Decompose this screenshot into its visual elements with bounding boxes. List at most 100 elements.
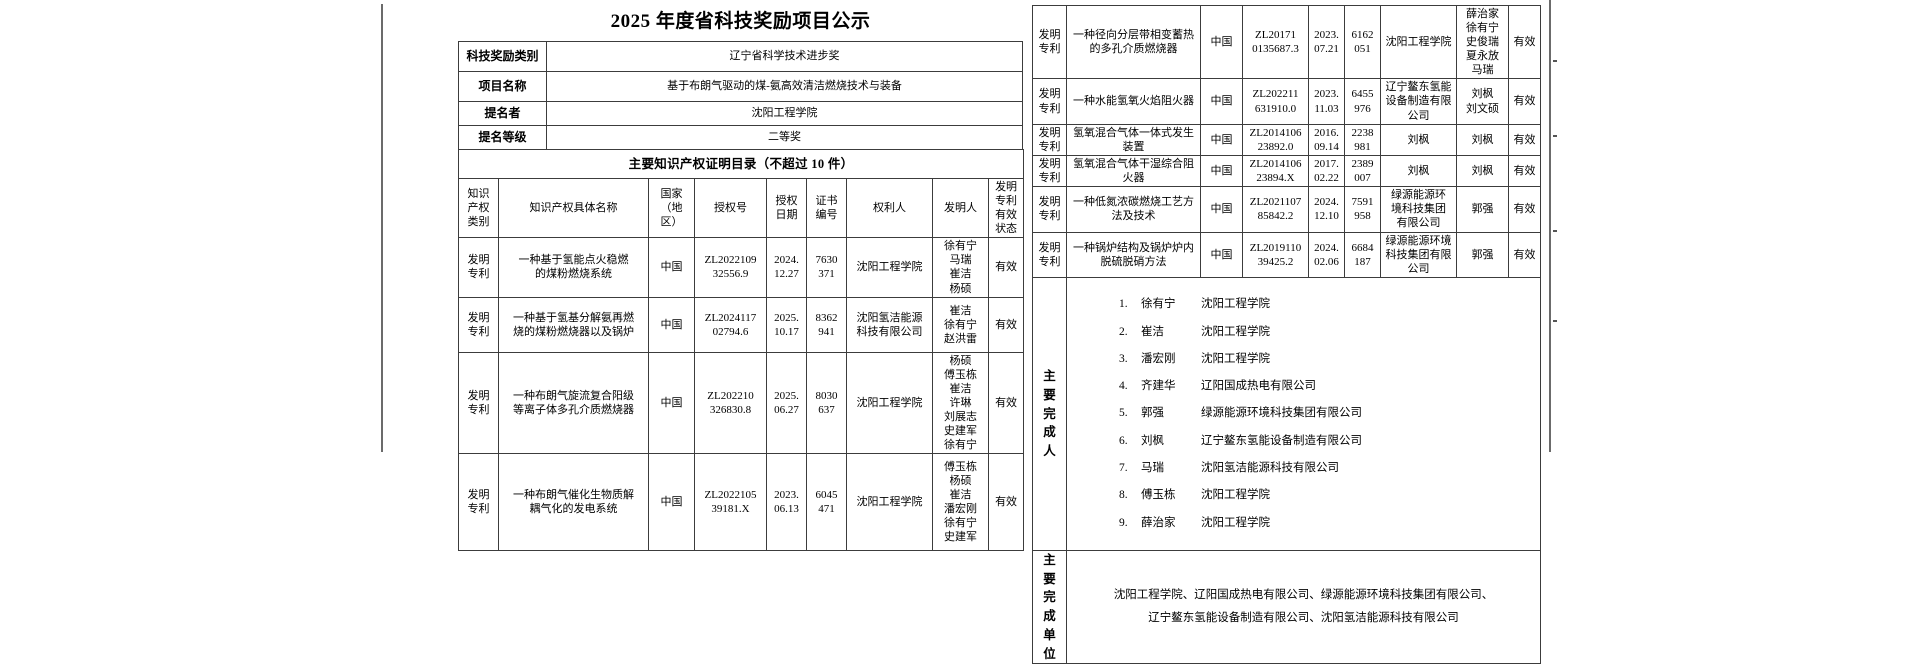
- patent-type-cell: 发明 专利: [1032, 154, 1067, 187]
- col-number: 授权号: [694, 177, 767, 239]
- page-edge-fragment: [1553, 60, 1557, 62]
- patent-date-cell: 2017. 02.22: [1308, 154, 1345, 187]
- contributor-item: 9. 薛治家 沈阳工程学院: [1119, 516, 1270, 529]
- info-label: 提名者: [458, 101, 547, 126]
- patent-number-cell: ZL20171 0135687.3: [1242, 4, 1309, 80]
- col-owner: 权利人: [846, 177, 933, 239]
- patent-number-cell: ZL2014106 23892.0: [1242, 123, 1309, 156]
- contributor-item: 4. 齐建华 辽阳国成热电有限公司: [1119, 380, 1316, 393]
- patent-inventors-cell: 徐有宁 马瑞 崔洁 杨硕: [932, 237, 989, 298]
- col-ip-type: 知识 产权 类别: [458, 177, 499, 239]
- patent-owner-cell: 沈阳工程学院: [846, 453, 933, 552]
- contributor-item: 1. 徐有宁 沈阳工程学院: [1119, 298, 1270, 311]
- patent-type-cell: 发明 专利: [458, 351, 499, 455]
- patent-status-cell: 有效: [1508, 231, 1541, 279]
- patent-country-cell: 中国: [1200, 78, 1243, 125]
- info-value: 沈阳工程学院: [546, 101, 1023, 126]
- adjacent-page-edge-left: [381, 4, 383, 452]
- info-row: 项目名称 基于布朗气驱动的煤-氨高效清洁燃烧技术与装备: [458, 71, 1023, 102]
- patent-inventors-cell: 刘枫: [1456, 123, 1509, 156]
- patent-row: 发明 专利 一种基于氢能点火稳燃 的煤粉燃烧系统 中国 ZL2022109 32…: [458, 237, 1025, 298]
- contributor-item: 8. 傅玉栋 沈阳工程学院: [1119, 489, 1270, 502]
- patent-status-cell: 有效: [987, 351, 1025, 455]
- patent-name-cell: 一种水能氢氧火焰阻火器: [1066, 78, 1201, 125]
- patent-name-cell: 一种径向分层带相变蓄热 的多孔介质燃烧器: [1066, 4, 1201, 80]
- col-country: 国家 （地 区）: [648, 177, 695, 239]
- patent-date-cell: 2025. 06.27: [766, 351, 807, 455]
- info-row: 科技奖励类别 辽宁省科学技术进步奖: [458, 41, 1023, 72]
- patent-inventors-cell: 刘枫 刘文硕: [1456, 78, 1509, 125]
- info-value: 辽宁省科学技术进步奖: [546, 41, 1023, 72]
- col-date: 授权 日期: [766, 177, 807, 239]
- patent-date-cell: 2024. 02.06: [1308, 231, 1345, 279]
- patent-cert-cell: 2238 981: [1344, 123, 1381, 156]
- patent-type-cell: 发明 专利: [458, 237, 499, 298]
- contributor-item: 6. 刘枫 辽宁鳌东氢能设备制造有限公司: [1119, 434, 1362, 447]
- patent-row: 发明 专利 一种锅炉结构及锅炉炉内 脱硫脱硝方法 中国 ZL2019110 39…: [1032, 231, 1541, 279]
- patent-type-cell: 发明 专利: [1032, 4, 1067, 80]
- info-label: 提名等级: [458, 125, 547, 150]
- contributor-item: 3. 潘宏刚 沈阳工程学院: [1119, 352, 1270, 365]
- patent-inventors-cell: 薛治家 徐有宁 史俊瑞 夏永放 马瑞: [1456, 4, 1509, 80]
- contributors-row: 主要完成人 1. 徐有宁 沈阳工程学院 2. 崔洁 沈阳工程学院 3. 潘宏刚 沈阳工程学院…: [1032, 277, 1541, 551]
- patent-type-cell: 发明 专利: [458, 453, 499, 552]
- patent-owner-cell: 刘枫: [1380, 154, 1457, 187]
- patent-cert-cell: 6684 187: [1344, 231, 1381, 279]
- patent-cert-cell: 7630 371: [806, 237, 847, 298]
- patent-name-cell: 一种锅炉结构及锅炉炉内 脱硫脱硝方法: [1066, 231, 1201, 279]
- patent-type-cell: 发明 专利: [1032, 123, 1067, 156]
- page-edge-fragment: [1553, 320, 1557, 322]
- patent-number-cell: ZL202211 631910.0: [1242, 78, 1309, 125]
- contributor-item: 5. 郭强 绿源能源环境科技集团有限公司: [1119, 407, 1362, 420]
- patent-name-cell: 一种基于氢能点火稳燃 的煤粉燃烧系统: [498, 237, 649, 298]
- patent-date-cell: 2023. 11.03: [1308, 78, 1345, 125]
- patent-row: 发明 专利 氢氧混合气体干湿综合阻 火器 中国 ZL2014106 23894.…: [1032, 154, 1541, 187]
- page-left: 2025 年度省科技奖励项目公示 科技奖励类别 辽宁省科学技术进步奖 项目名称 …: [457, 8, 1025, 552]
- col-cert: 证书 编号: [806, 177, 847, 239]
- patent-inventors-cell: 刘枫: [1456, 154, 1509, 187]
- patent-date-cell: 2016. 09.14: [1308, 123, 1345, 156]
- patent-row: 发明 专利 氢氧混合气体一体式发生 装置 中国 ZL2014106 23892.…: [1032, 123, 1541, 156]
- patent-status-cell: 有效: [1508, 123, 1541, 156]
- patent-name-cell: 一种布朗气催化生物质解 耦气化的发电系统: [498, 453, 649, 552]
- patent-number-cell: ZL2022105 39181.X: [694, 453, 767, 552]
- patent-date-cell: 2024. 12.27: [766, 237, 807, 298]
- patent-country-cell: 中国: [1200, 123, 1243, 156]
- patent-country-cell: 中国: [1200, 4, 1243, 80]
- contributor-item: 7. 马瑞 沈阳氢洁能源科技有限公司: [1119, 461, 1339, 474]
- patent-row: 发明 专利 一种基于氢基分解氨再燃 烧的煤粉燃烧器以及锅炉 中国 ZL20241…: [458, 296, 1025, 353]
- contributors-list: 1. 徐有宁 沈阳工程学院 2. 崔洁 沈阳工程学院 3. 潘宏刚 沈阳工程学院 4. 齐建华…: [1066, 277, 1541, 551]
- ip-section-header-row: 主要知识产权证明目录（不超过 10 件）: [457, 149, 1025, 179]
- info-label: 科技奖励类别: [458, 41, 547, 72]
- patent-country-cell: 中国: [648, 237, 695, 298]
- patent-owner-cell: 绿源能源环 境科技集团 有限公司: [1380, 185, 1457, 233]
- patent-status-cell: 有效: [1508, 4, 1541, 80]
- patent-owner-cell: 沈阳工程学院: [1380, 4, 1457, 80]
- patent-type-cell: 发明 专利: [1032, 78, 1067, 125]
- ip-columns-row: 知识 产权 类别 知识产权具体名称 国家 （地 区） 授权号 授权 日期 证书 …: [458, 177, 1025, 239]
- patent-status-cell: 有效: [1508, 185, 1541, 233]
- patent-inventors-cell: 郭强: [1456, 231, 1509, 279]
- patent-number-cell: ZL2022109 32556.9: [694, 237, 767, 298]
- info-row: 提名等级 二等奖: [458, 125, 1023, 150]
- patent-number-cell: ZL2019110 39425.2: [1242, 231, 1309, 279]
- patent-cert-cell: 8362 941: [806, 296, 847, 353]
- info-value: 基于布朗气驱动的煤-氨高效清洁燃烧技术与装备: [546, 71, 1023, 102]
- col-inventors: 发明人: [932, 177, 989, 239]
- patent-inventors-cell: 傅玉栋 杨硕 崔洁 潘宏刚 徐有宁 史建军: [932, 453, 989, 552]
- patent-date-cell: 2023. 07.21: [1308, 4, 1345, 80]
- ip-table-left: 主要知识产权证明目录（不超过 10 件） 知识 产权 类别 知识产权具体名称 国…: [457, 149, 1025, 552]
- patent-country-cell: 中国: [648, 453, 695, 552]
- patent-country-cell: 中国: [648, 296, 695, 353]
- patent-row: 发明 专利 一种布朗气旋流复合阳级 等离子体多孔介质燃烧器 中国 ZL20221…: [458, 351, 1025, 455]
- patent-row: 发明 专利 一种径向分层带相变蓄热 的多孔介质燃烧器 中国 ZL20171 01…: [1032, 4, 1541, 80]
- patent-country-cell: 中国: [648, 351, 695, 455]
- patent-number-cell: ZL2021107 85842.2: [1242, 185, 1309, 233]
- patent-date-cell: 2025. 10.17: [766, 296, 807, 353]
- patent-owner-cell: 刘枫: [1380, 123, 1457, 156]
- patent-type-cell: 发明 专利: [1032, 231, 1067, 279]
- patent-number-cell: ZL2014106 23894.X: [1242, 154, 1309, 187]
- patent-owner-cell: 沈阳工程学院: [846, 237, 933, 298]
- patent-date-cell: 2024. 12.10: [1308, 185, 1345, 233]
- patent-row: 发明 专利 一种水能氢氧火焰阻火器 中国 ZL202211 631910.0 2…: [1032, 78, 1541, 125]
